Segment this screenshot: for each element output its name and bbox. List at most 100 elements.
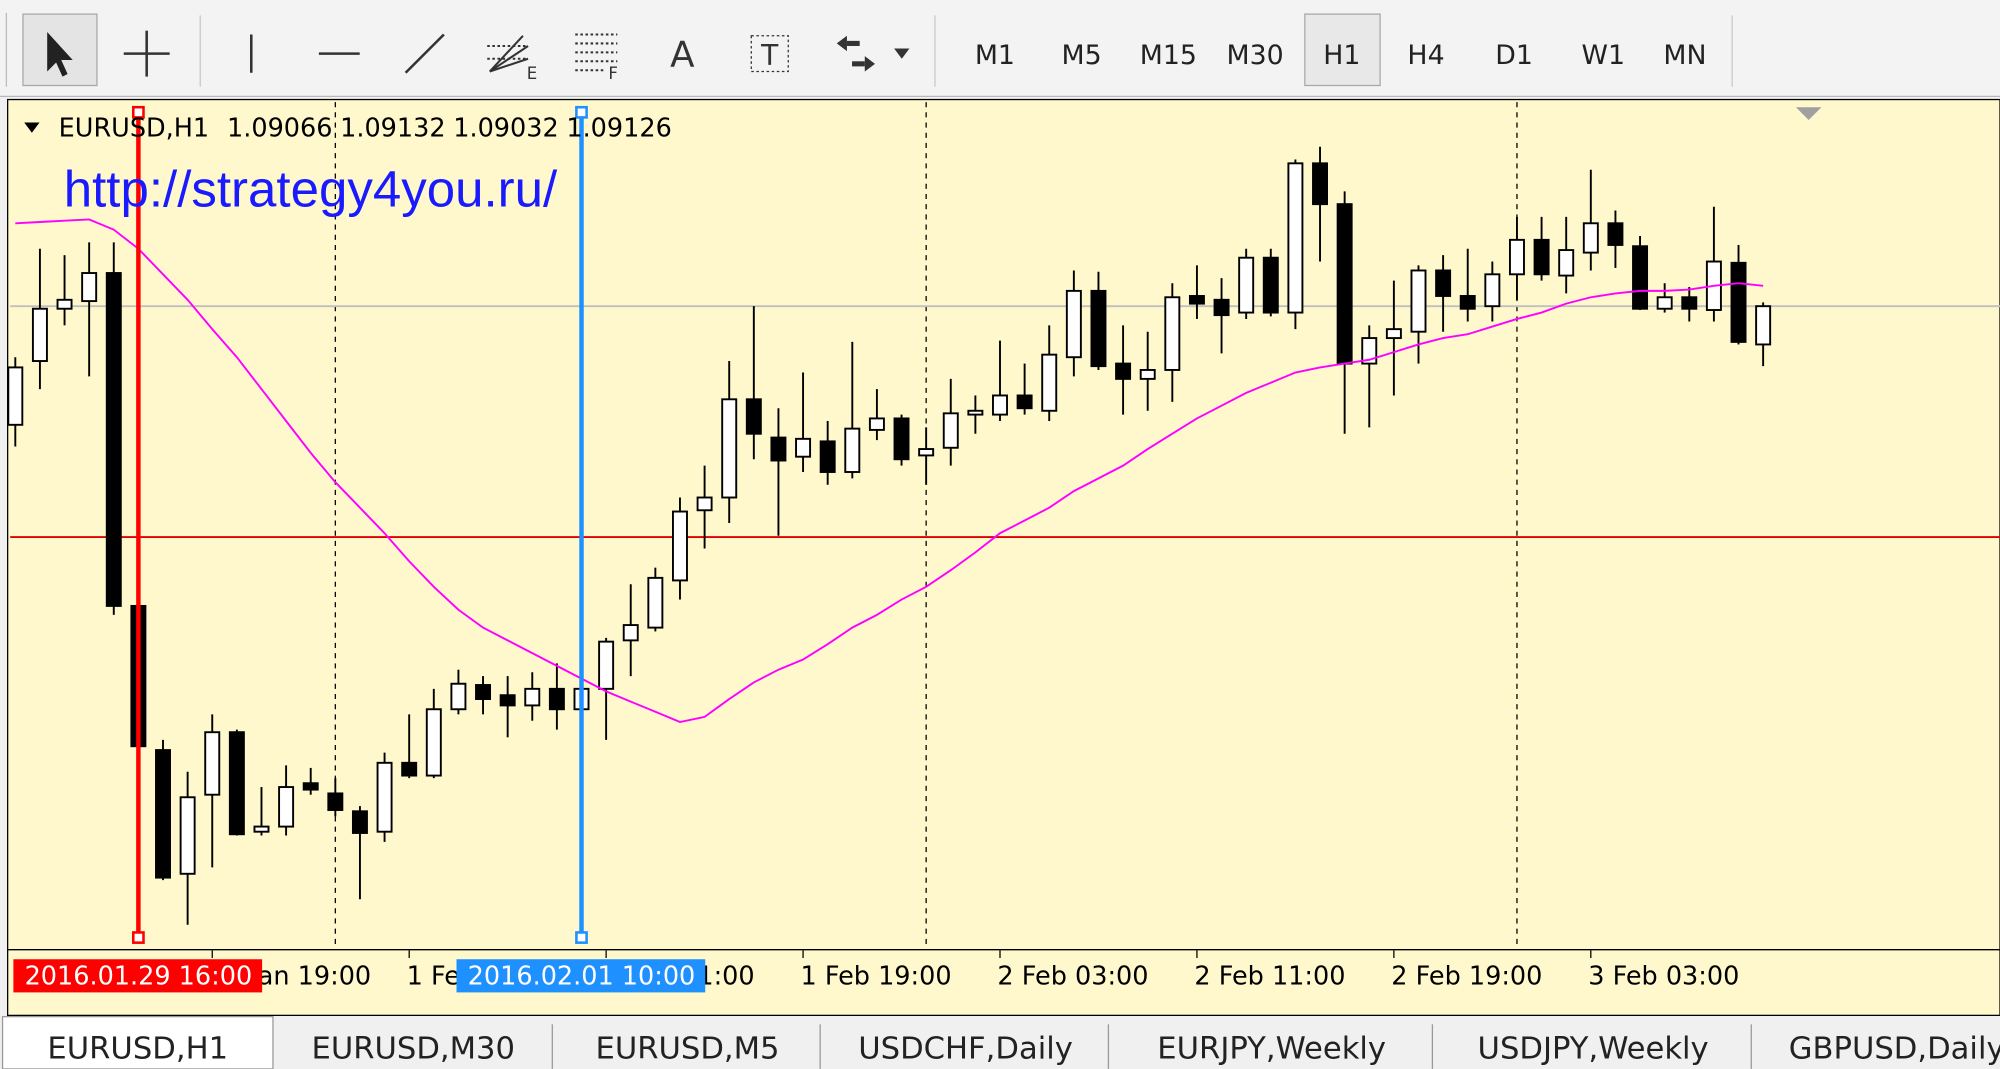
candle-body — [1681, 296, 1698, 310]
candle-body — [327, 792, 344, 811]
x-tick-label: 3 Feb 03:00 — [1588, 962, 1739, 992]
candle-body — [81, 272, 98, 303]
x-tick-label: 1 Feb 19:00 — [801, 962, 952, 992]
trendline-tool[interactable] — [404, 33, 445, 74]
timeframe-button[interactable]: M1 — [975, 40, 1015, 71]
candle-body — [1115, 362, 1132, 380]
chart-shift-marker[interactable] — [1795, 107, 1822, 120]
candle-body — [204, 731, 221, 796]
chart-header: EURUSD,H1 1.09066 1.09132 1.09032 1.09126 — [24, 114, 672, 144]
text-tool[interactable]: A — [670, 34, 695, 75]
tab-label[interactable]: GBPUSD,Daily — [1789, 1032, 2000, 1067]
candle-body — [770, 436, 787, 462]
arrows-tool[interactable] — [836, 35, 910, 72]
timeframe-button[interactable]: H4 — [1407, 40, 1444, 71]
tab-label[interactable]: EURUSD,M30 — [312, 1032, 516, 1067]
tool-letter: T — [760, 39, 779, 72]
candle-body — [179, 796, 196, 875]
candle-body — [155, 749, 171, 879]
candle-body — [1361, 337, 1378, 365]
close-price: 1.09126 — [566, 114, 671, 144]
candle-body — [1213, 298, 1230, 317]
symbol-info: EURUSD,H1 1.09066 1.09132 1.09032 1.09126 — [59, 114, 672, 144]
line-handle[interactable] — [575, 105, 588, 119]
line-time-label: 2016.01.29 16:00 — [25, 962, 253, 992]
tabs: EURUSD,H1 EURUSD,M30 EURUSD,M5 USDCHF,Daily… — [1, 1016, 2000, 1069]
toolbar — [0, 0, 2000, 97]
candle-body — [745, 398, 762, 435]
candle-body — [7, 366, 24, 426]
line-time-label: 2016.02.01 10:00 — [468, 962, 696, 992]
candle-body — [1188, 295, 1205, 305]
symbol: EURUSD,H1 — [59, 114, 210, 144]
line-handle[interactable] — [575, 931, 588, 944]
timeframe-button[interactable]: MN — [1663, 40, 1706, 71]
x-tick-label: 2 Feb 11:00 — [1194, 962, 1345, 992]
active-tab[interactable] — [1, 1016, 274, 1069]
tool-letter: F — [608, 64, 618, 83]
tab-label[interactable]: USDJPY,Weekly — [1478, 1032, 1709, 1067]
candle-body — [1582, 222, 1599, 254]
candle-body — [1385, 328, 1402, 340]
candle-body — [376, 761, 393, 833]
candle-body — [1139, 369, 1156, 380]
candle-body — [967, 409, 984, 416]
tab-label[interactable]: EURUSD,H1 — [47, 1032, 228, 1067]
candle-body — [524, 687, 541, 707]
high-price: 1.09132 — [340, 114, 445, 144]
candle-body — [1090, 289, 1107, 368]
candle-body — [1041, 353, 1058, 412]
x-tick-label: 2 Feb 19:00 — [1391, 962, 1542, 992]
tab-label[interactable]: EURUSD,M5 — [595, 1032, 779, 1067]
candle-body — [795, 437, 812, 458]
candle-body — [1508, 238, 1525, 276]
candle-body — [1262, 256, 1279, 314]
candle-body — [1016, 394, 1033, 410]
candle-body — [1533, 238, 1550, 276]
timeframe-bar: M1 M5 M15 M30 H1 H4 D1 W1 MN — [975, 40, 1707, 71]
fibo-retracement-tool[interactable]: F — [575, 33, 618, 84]
line-handle[interactable] — [132, 105, 145, 119]
candle-body — [1484, 273, 1501, 308]
candle-body — [721, 398, 738, 499]
candle-body — [105, 272, 122, 607]
cursor-tool[interactable] — [22, 13, 98, 87]
candle-body — [228, 731, 245, 836]
candle-body — [918, 448, 935, 457]
candle-body — [253, 825, 270, 833]
candle-body — [942, 412, 959, 449]
candle-body — [868, 417, 885, 431]
timeframe-button[interactable]: M30 — [1227, 40, 1284, 71]
candle-body — [401, 761, 418, 777]
timeframe-button[interactable]: M5 — [1062, 40, 1102, 71]
candle-body — [1065, 289, 1082, 359]
line-handle[interactable] — [132, 931, 145, 944]
fibo-fan-tool[interactable]: E — [487, 35, 537, 83]
candle-body — [351, 810, 368, 834]
candle-body — [647, 576, 664, 629]
tab-label[interactable]: EURJPY,Weekly — [1157, 1032, 1386, 1067]
candle-body — [31, 307, 48, 362]
watermark-link: http://strategy4you.ru/ — [64, 161, 558, 218]
tool-letter: E — [527, 64, 537, 83]
timeframe-button[interactable]: H1 — [1323, 40, 1360, 71]
crosshair-tool[interactable] — [123, 30, 170, 77]
chart-area — [7, 98, 2000, 1017]
candle-body — [548, 687, 565, 711]
low-price: 1.09032 — [453, 114, 558, 144]
candle-body — [475, 684, 492, 700]
tab-bar — [0, 1016, 2000, 1069]
x-tick-label: 2 Feb 03:00 — [997, 962, 1148, 992]
timeframe-button[interactable]: M15 — [1140, 40, 1197, 71]
candle-body — [1558, 249, 1575, 277]
timeframe-button[interactable]: D1 — [1495, 40, 1533, 71]
tab-label[interactable]: USDCHF,Daily — [858, 1032, 1073, 1067]
candle-body — [1607, 222, 1624, 246]
timeframe-button[interactable]: W1 — [1582, 40, 1626, 71]
active-timeframe-frame — [1304, 13, 1381, 87]
candle-body — [1632, 245, 1649, 310]
candle-body — [1164, 296, 1181, 371]
label-tool[interactable]: T — [750, 35, 789, 73]
chart-plot: 29 Jan 19:001 Feb 03:001 Feb 11:001 Feb … — [7, 102, 2000, 993]
